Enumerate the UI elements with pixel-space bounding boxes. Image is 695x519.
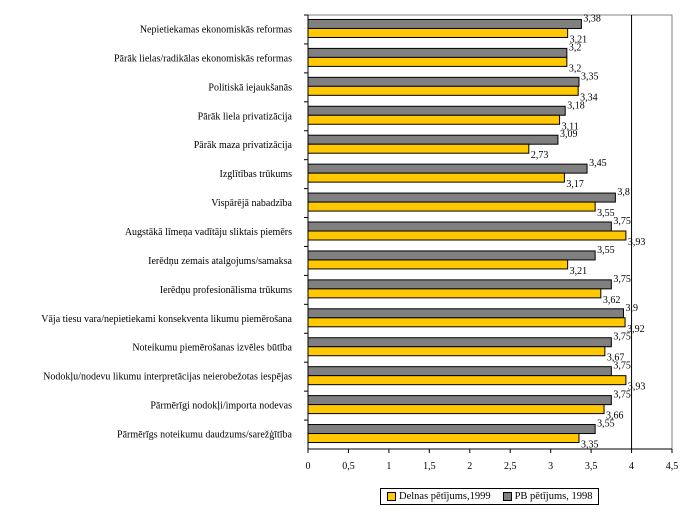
- x-tick-label: 4: [629, 461, 634, 472]
- data-label: 3,55: [597, 419, 615, 430]
- bar: [307, 424, 596, 435]
- data-label: 3,18: [567, 100, 585, 111]
- category-label: Vispārējā nabadzība: [211, 198, 292, 209]
- category-label: Pārāk lielas/radikālas ekonomiskās refor…: [114, 53, 292, 64]
- category-label: Ierēdņu profesionālisma trūkums: [160, 285, 292, 296]
- bar: [307, 221, 612, 232]
- data-label: 3,67: [607, 353, 625, 364]
- category-label: Augstākā līmeņa vadītāju sliktais piemēr…: [125, 227, 292, 238]
- category-label: Noteikumu piemērošanas izvēles būtība: [132, 343, 292, 354]
- data-label: 3,55: [597, 245, 615, 256]
- bar: [307, 337, 612, 348]
- x-tick-label: 0,5: [342, 461, 355, 472]
- bar: [307, 433, 580, 444]
- bar: [307, 375, 627, 386]
- bar: [307, 85, 579, 96]
- data-label: 3,2: [569, 63, 582, 74]
- bar: [307, 143, 530, 154]
- data-label: 3,66: [606, 411, 624, 422]
- bar: [307, 27, 569, 38]
- x-tick-label: 2,5: [504, 461, 517, 472]
- category-label: Nodokļu/nodevu likumu interpretācijas ne…: [43, 372, 292, 383]
- data-label: 3,9: [625, 303, 638, 314]
- data-label: 3,11: [562, 121, 579, 132]
- data-label: 3,62: [603, 295, 621, 306]
- bar: [307, 308, 624, 319]
- data-label: 3,75: [613, 361, 631, 372]
- bar: [307, 346, 606, 357]
- bar: [307, 279, 612, 290]
- category-label: Izglītības trūkums: [220, 169, 293, 180]
- x-tick-label: 3: [548, 461, 553, 472]
- category-label: Pārmērīgi nodokļi/importa nodevas: [150, 401, 292, 412]
- category-label: Vāja tiesu vara/nepietiekami konsekventa…: [41, 314, 292, 325]
- legend-swatch-yellow: [387, 492, 396, 502]
- bar: [307, 395, 612, 406]
- bar: [307, 288, 602, 299]
- bar: [307, 163, 588, 174]
- x-tick-label: 1: [386, 461, 391, 472]
- x-tick-label: 2: [467, 461, 472, 472]
- data-label: 3,35: [581, 71, 599, 82]
- bar: [307, 114, 561, 125]
- data-label: 3,75: [613, 332, 631, 343]
- legend-item-delnas: Delnas pētījums,1999: [387, 491, 491, 502]
- data-label: 3,45: [589, 158, 607, 169]
- legend-label: Delnas pētījums,1999: [399, 491, 491, 502]
- legend-label: PB pētījums, 1998: [514, 491, 593, 502]
- bar: [307, 18, 582, 29]
- data-label: 3,55: [597, 208, 615, 219]
- category-label: Nepietiekamas ekonomiskās reformas: [140, 24, 292, 35]
- bar: [307, 366, 612, 377]
- bar: [307, 259, 569, 270]
- category-label: Politiskā iejaukšanās: [208, 82, 292, 93]
- x-tick-label: 4,5: [666, 461, 679, 472]
- data-label: 3,34: [580, 92, 598, 103]
- x-tick-label: 3,5: [585, 461, 598, 472]
- category-label: Pārāk liela privatizācija: [198, 111, 293, 122]
- bar: [307, 105, 566, 116]
- category-label: Pārmērīgs noteikumu daudzums/sarežģītība: [117, 430, 293, 441]
- data-label: 3,75: [613, 274, 631, 285]
- data-label: 3,93: [628, 237, 646, 248]
- data-label: 3,21: [570, 34, 588, 45]
- data-label: 3,2: [569, 42, 582, 53]
- category-label: Ierēdņu zemais atalgojums/samaksa: [148, 256, 292, 267]
- data-label: 3,8: [617, 187, 630, 198]
- legend: Delnas pētījums,1999 PB pētījums, 1998: [380, 488, 600, 505]
- data-label: 3,93: [628, 382, 646, 393]
- bar: [307, 192, 616, 203]
- data-label: 3,75: [613, 216, 631, 227]
- data-label: 3,75: [613, 390, 631, 401]
- category-label: Pārāk maza privatizācija: [194, 140, 293, 151]
- bar: [307, 317, 626, 328]
- data-label: 3,92: [627, 324, 645, 335]
- bar: [307, 47, 568, 58]
- x-tick-label: 1,5: [423, 461, 436, 472]
- bar: [307, 134, 559, 145]
- data-label: 2,73: [531, 150, 549, 161]
- bar: [307, 404, 605, 415]
- bar: [307, 76, 580, 87]
- bar: [307, 56, 568, 67]
- bar: [307, 172, 565, 183]
- data-label: 3,38: [583, 13, 601, 24]
- legend-item-pb: PB pētījums, 1998: [502, 491, 593, 502]
- data-label: 3,17: [566, 179, 584, 190]
- data-label: 3,35: [581, 440, 599, 451]
- bar: [307, 250, 596, 261]
- x-tick-label: 0: [306, 461, 311, 472]
- bar: [307, 201, 596, 212]
- legend-swatch-gray: [502, 492, 512, 502]
- data-label: 3,09: [560, 129, 578, 140]
- bar: [307, 230, 627, 241]
- data-label: 3,21: [570, 266, 588, 277]
